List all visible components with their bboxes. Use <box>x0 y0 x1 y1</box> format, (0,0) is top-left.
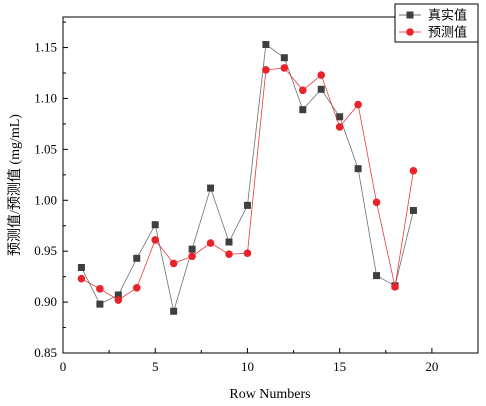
plot-frame <box>63 17 478 353</box>
y-tick-label: 1.00 <box>34 192 57 207</box>
y-tick-label: 0.90 <box>34 294 57 309</box>
data-point <box>262 41 269 48</box>
data-point <box>262 66 270 74</box>
data-point <box>226 239 233 246</box>
data-point <box>410 207 417 214</box>
data-point <box>410 167 418 175</box>
data-point <box>133 255 140 262</box>
data-point <box>152 221 159 228</box>
data-point <box>373 199 381 207</box>
series-line <box>81 44 413 311</box>
series-2 <box>78 64 418 304</box>
data-point <box>207 185 214 192</box>
data-point <box>96 285 104 293</box>
data-point <box>115 296 123 304</box>
x-axis-title: Row Numbers <box>229 387 310 402</box>
data-point <box>281 54 288 61</box>
data-point <box>188 252 196 260</box>
data-point <box>317 71 325 79</box>
legend-label: 预测值 <box>428 25 467 41</box>
data-point <box>207 239 215 247</box>
data-point <box>299 106 306 113</box>
x-tick-label: 5 <box>152 359 159 374</box>
x-tick-label: 10 <box>241 359 254 374</box>
data-point <box>281 64 289 72</box>
data-point <box>170 260 178 268</box>
data-point <box>318 86 325 93</box>
data-point <box>354 101 362 109</box>
data-point <box>78 264 85 271</box>
x-tick-label: 15 <box>333 359 346 374</box>
data-point <box>244 249 252 257</box>
legend-marker <box>406 28 414 36</box>
data-point <box>225 250 233 258</box>
y-tick-label: 1.10 <box>34 90 57 105</box>
y-tick-label: 0.95 <box>34 243 57 258</box>
data-point <box>133 284 141 292</box>
y-tick-label: 1.15 <box>34 40 57 55</box>
data-point <box>299 87 307 95</box>
data-point <box>373 272 380 279</box>
y-tick-label: 0.85 <box>34 345 57 360</box>
data-point <box>244 202 251 209</box>
data-point <box>336 123 344 131</box>
series-line <box>81 68 413 300</box>
data-point <box>151 236 159 244</box>
data-point <box>78 275 86 283</box>
legend-marker <box>407 12 414 19</box>
y-axis-title: 预测值/预测值 (mg/mL) <box>7 114 23 256</box>
x-axis: 0 5 10 15 20 <box>60 348 439 374</box>
x-tick-label: 0 <box>60 359 67 374</box>
data-point <box>189 246 196 253</box>
x-tick-label: 20 <box>425 359 438 374</box>
series-layer <box>78 41 418 315</box>
data-point <box>391 283 399 291</box>
data-point <box>170 308 177 315</box>
series-1 <box>78 41 417 315</box>
legend-label: 真实值 <box>428 8 467 24</box>
data-point <box>96 301 103 308</box>
data-point <box>355 165 362 172</box>
y-tick-label: 1.05 <box>34 141 57 156</box>
